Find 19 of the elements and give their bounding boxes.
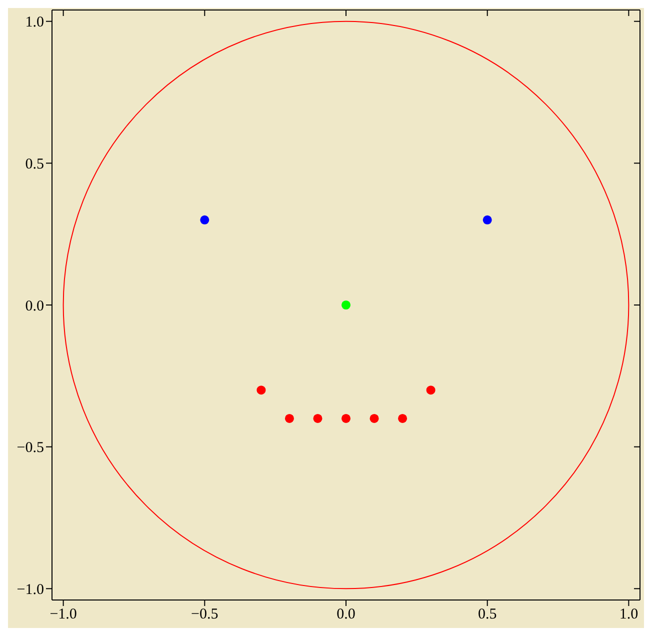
y-tick-label: 0.5 [25,156,44,172]
x-tick-label: 1.0 [619,606,638,623]
x-tick-label: −1.0 [50,606,77,623]
point [256,386,266,395]
y-tick-label: 1.0 [25,14,44,31]
y-tick-label: 0.0 [25,298,44,314]
point [398,414,408,423]
x-tick-label: 0.5 [478,606,497,623]
point [200,215,210,224]
x-tick-label: 0.0 [336,606,356,623]
y-tick-label: −0.5 [16,440,44,456]
point [313,414,322,423]
point [482,215,492,224]
point [284,414,294,423]
point [370,414,379,423]
point [426,386,436,395]
x-tick-label: −0.5 [191,606,218,623]
point [341,414,351,423]
y-tick-label: −1.0 [16,582,44,598]
